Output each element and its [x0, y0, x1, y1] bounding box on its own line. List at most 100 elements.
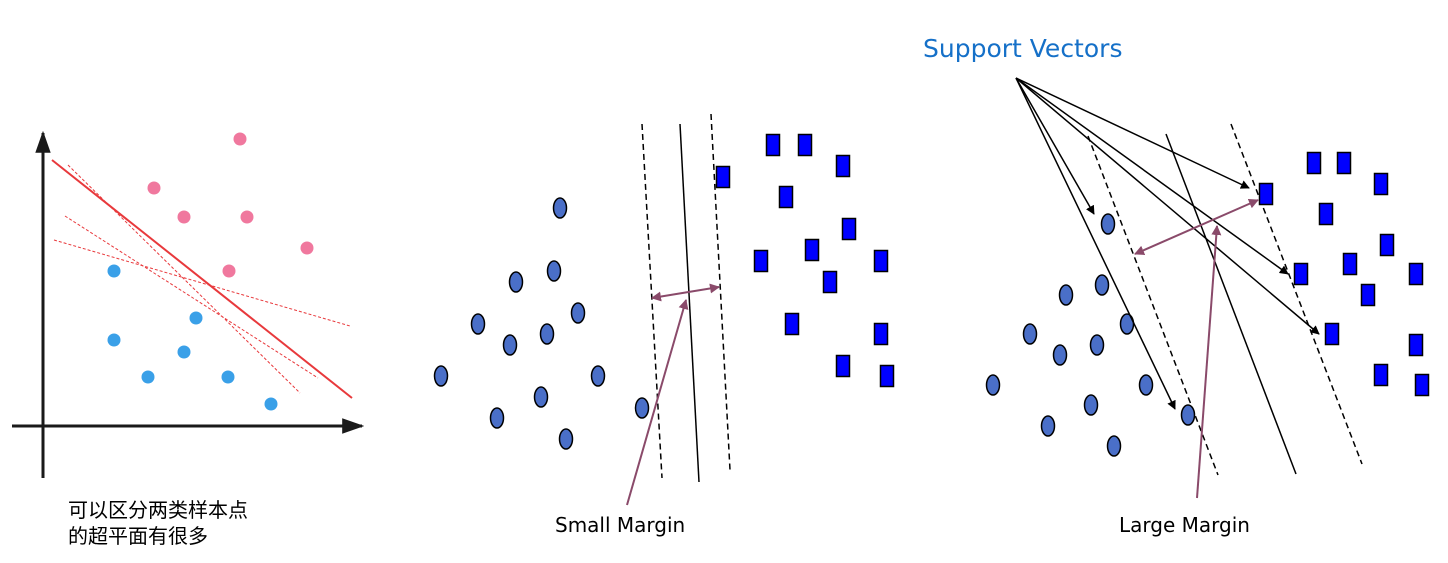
blue-point: [141, 370, 155, 384]
support-vectors-title: Support Vectors: [923, 34, 1123, 63]
panel3-margin-left: [1087, 135, 1219, 476]
pink-point: [300, 241, 314, 255]
circle-sample: [1094, 274, 1110, 296]
circle-sample: [433, 365, 449, 387]
square-sample: [1318, 202, 1334, 226]
circle-sample: [533, 386, 549, 408]
blue-point: [177, 345, 191, 359]
square-sample: [1306, 151, 1322, 175]
panel1-caption-line2: 的超平面有很多: [68, 524, 208, 548]
panel3-decision-boundary: [1165, 133, 1297, 475]
circle-sample: [1106, 435, 1122, 457]
circle-sample: [634, 397, 650, 419]
square-sample: [715, 165, 731, 189]
square-sample: [1336, 151, 1352, 175]
hyperplane-main: [51, 159, 353, 399]
panel2-boundaries: [641, 113, 731, 483]
circle-sample: [590, 365, 606, 387]
blue-point: [221, 370, 235, 384]
blue-point: [189, 311, 203, 325]
circle-sample: [1089, 334, 1105, 356]
square-sample: [835, 354, 851, 378]
square-sample: [1408, 333, 1424, 357]
panel2-margin-arrows: [626, 283, 720, 506]
circle-sample: [1180, 404, 1196, 426]
pink-point: [233, 132, 247, 146]
square-sample: [1379, 233, 1395, 257]
large-margin-label: Large Margin: [1119, 513, 1250, 537]
square-sample: [778, 185, 794, 209]
panel3-margin-arrows: [1134, 199, 1259, 499]
circle-sample: [470, 313, 486, 335]
small-margin-label: Small Margin: [555, 513, 686, 537]
sv-arrow-3: [1015, 77, 1250, 189]
panel2-square-class: [715, 133, 895, 388]
hyperplane-alt-1: [67, 164, 301, 394]
circle-sample: [546, 260, 562, 282]
panel3-margin-right: [1230, 123, 1363, 465]
panel2-margin-width-arrow: [651, 283, 720, 302]
square-sample: [797, 133, 813, 157]
square-sample: [1408, 262, 1424, 286]
panel3-circle-class: [985, 213, 1196, 457]
sv-arrow-1: [1015, 77, 1095, 215]
circle-sample: [1100, 213, 1116, 235]
square-sample: [1414, 373, 1430, 397]
square-sample: [1373, 363, 1389, 387]
blue-point: [264, 397, 278, 411]
square-sample: [841, 217, 857, 241]
circle-sample: [570, 302, 586, 324]
hyperplane-alt-2: [64, 215, 319, 379]
panel3-label-pointer: [1196, 225, 1222, 499]
square-sample: [804, 238, 820, 262]
circle-sample: [1040, 415, 1056, 437]
pink-point: [240, 210, 254, 224]
square-sample: [1293, 262, 1309, 286]
sv-arrow-4: [1015, 77, 1289, 275]
square-sample: [822, 270, 838, 294]
square-sample: [784, 312, 800, 336]
blue-point: [107, 264, 121, 278]
panel1-caption: 可以区分两类样本点 的超平面有很多: [68, 497, 248, 549]
circle-sample: [502, 334, 518, 356]
square-sample: [765, 133, 781, 157]
panel1-blue-points: [107, 264, 278, 411]
circle-sample: [552, 197, 568, 219]
circle-sample: [1083, 394, 1099, 416]
circle-sample: [1022, 323, 1038, 345]
square-sample: [1342, 252, 1358, 276]
circle-sample: [985, 374, 1001, 396]
pink-point: [177, 210, 191, 224]
square-sample: [1373, 172, 1389, 196]
square-sample: [873, 322, 889, 346]
square-sample: [873, 249, 889, 273]
hyperplane-alt-3: [53, 239, 351, 327]
panel2-decision-boundary: [679, 123, 700, 483]
panel2-circle-class: [433, 197, 650, 450]
circle-sample: [1052, 344, 1068, 366]
panel1-caption-line1: 可以区分两类样本点: [68, 498, 248, 522]
panel2-label-pointer: [626, 299, 689, 506]
circle-sample: [489, 407, 505, 429]
panel1-hyperplanes: [51, 159, 353, 399]
panel3-boundaries: [1087, 123, 1363, 476]
blue-point: [107, 333, 121, 347]
circle-sample: [1058, 284, 1074, 306]
pink-point: [222, 264, 236, 278]
panel3-square-class: [1258, 151, 1430, 397]
circle-sample: [1138, 374, 1154, 396]
square-sample: [1258, 182, 1274, 206]
panel3-margin-width-arrow: [1134, 199, 1259, 255]
square-sample: [1360, 283, 1376, 307]
square-sample: [879, 364, 895, 388]
circle-sample: [508, 271, 524, 293]
square-sample: [1324, 322, 1340, 346]
pink-point: [147, 181, 161, 195]
panel1-pink-points: [147, 132, 314, 278]
sv-arrow-2: [1015, 77, 1176, 410]
panel2-margin-left: [641, 123, 663, 479]
square-sample: [835, 154, 851, 178]
panel1-axes: [12, 130, 365, 478]
square-sample: [753, 249, 769, 273]
